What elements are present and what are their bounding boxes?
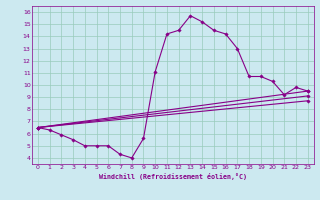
X-axis label: Windchill (Refroidissement éolien,°C): Windchill (Refroidissement éolien,°C) <box>99 173 247 180</box>
